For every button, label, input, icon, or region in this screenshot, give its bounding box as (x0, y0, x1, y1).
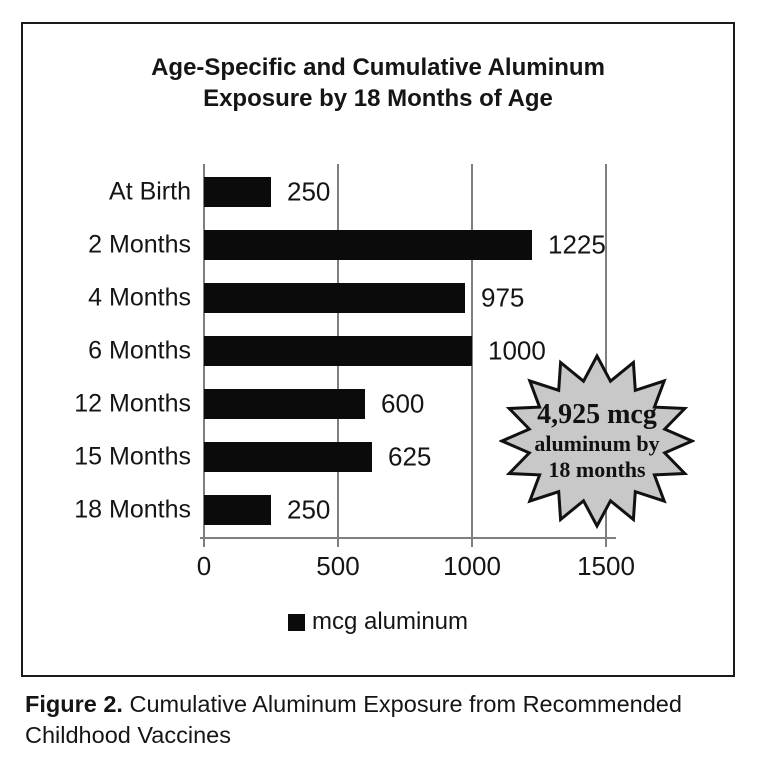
starburst-icon (499, 353, 695, 529)
starburst-badge: 4,925 mcg aluminum by 18 months (499, 353, 695, 529)
axis-tick-1500 (605, 537, 607, 547)
x-tick-label-0: 0 (196, 551, 212, 581)
bar (204, 495, 271, 526)
x-tick-label-1500: 1500 (577, 551, 635, 581)
gridline-1500 (605, 164, 607, 537)
value-label: 1225 (548, 229, 606, 260)
value-label: 625 (388, 441, 432, 472)
legend-label: mcg aluminum (311, 608, 469, 635)
value-label: 250 (287, 176, 331, 207)
bar (204, 335, 472, 366)
category-label: 4 Months (88, 283, 191, 312)
bar (204, 389, 365, 420)
x-tick-label-500: 500 (316, 551, 360, 581)
x-axis-line (200, 537, 616, 539)
bar-row: 15 Months 625 (23, 431, 733, 484)
bar-rows: At Birth 250 2 Months 1225 4 Months 975 6 Mont… (23, 165, 733, 537)
bar (204, 176, 271, 207)
figure-caption: Figure 2. Cumulative Aluminum Exposure f… (25, 689, 733, 751)
category-label: 18 Months (74, 495, 191, 524)
bar (204, 442, 372, 473)
bar-row: 4 Months 975 (23, 271, 733, 324)
caption-label: Figure 2. (25, 691, 123, 717)
category-label: 15 Months (74, 442, 191, 471)
axis-tick-0 (203, 537, 205, 547)
x-tick-label-1000: 1000 (443, 551, 501, 581)
legend-swatch-icon (287, 613, 305, 631)
category-label: 6 Months (88, 336, 191, 365)
value-label: 1000 (488, 335, 546, 366)
bar-row: At Birth 250 (23, 165, 733, 218)
gridline-1000 (471, 164, 473, 537)
bar-row: 12 Months 600 (23, 378, 733, 431)
badge-text-line3: 18 months (548, 457, 646, 482)
badge-total-value: 4,925 mcg (537, 399, 657, 430)
value-label: 975 (481, 282, 525, 313)
category-label: 12 Months (74, 389, 191, 418)
axis-tick-1000 (471, 537, 473, 547)
caption-text: Cumulative Aluminum Exposure from Recomm… (25, 691, 682, 748)
badge-text-line2: aluminum by (534, 431, 660, 456)
bar (204, 282, 465, 313)
category-label: At Birth (109, 177, 191, 206)
value-label: 250 (287, 494, 331, 525)
chart-title: Age-Specific and Cumulative Aluminum Exp… (151, 54, 605, 112)
bar (204, 229, 532, 260)
legend: mcg aluminum (23, 608, 733, 636)
axis-tick-500 (337, 537, 339, 547)
figure-border: Age-Specific and Cumulative Aluminum Exp… (21, 22, 735, 677)
bar-row: 18 Months 250 (23, 484, 733, 537)
value-label: 600 (381, 388, 425, 419)
bar-row: 6 Months 1000 (23, 324, 733, 377)
category-label: 2 Months (88, 230, 191, 259)
bar-row: 2 Months 1225 (23, 218, 733, 271)
